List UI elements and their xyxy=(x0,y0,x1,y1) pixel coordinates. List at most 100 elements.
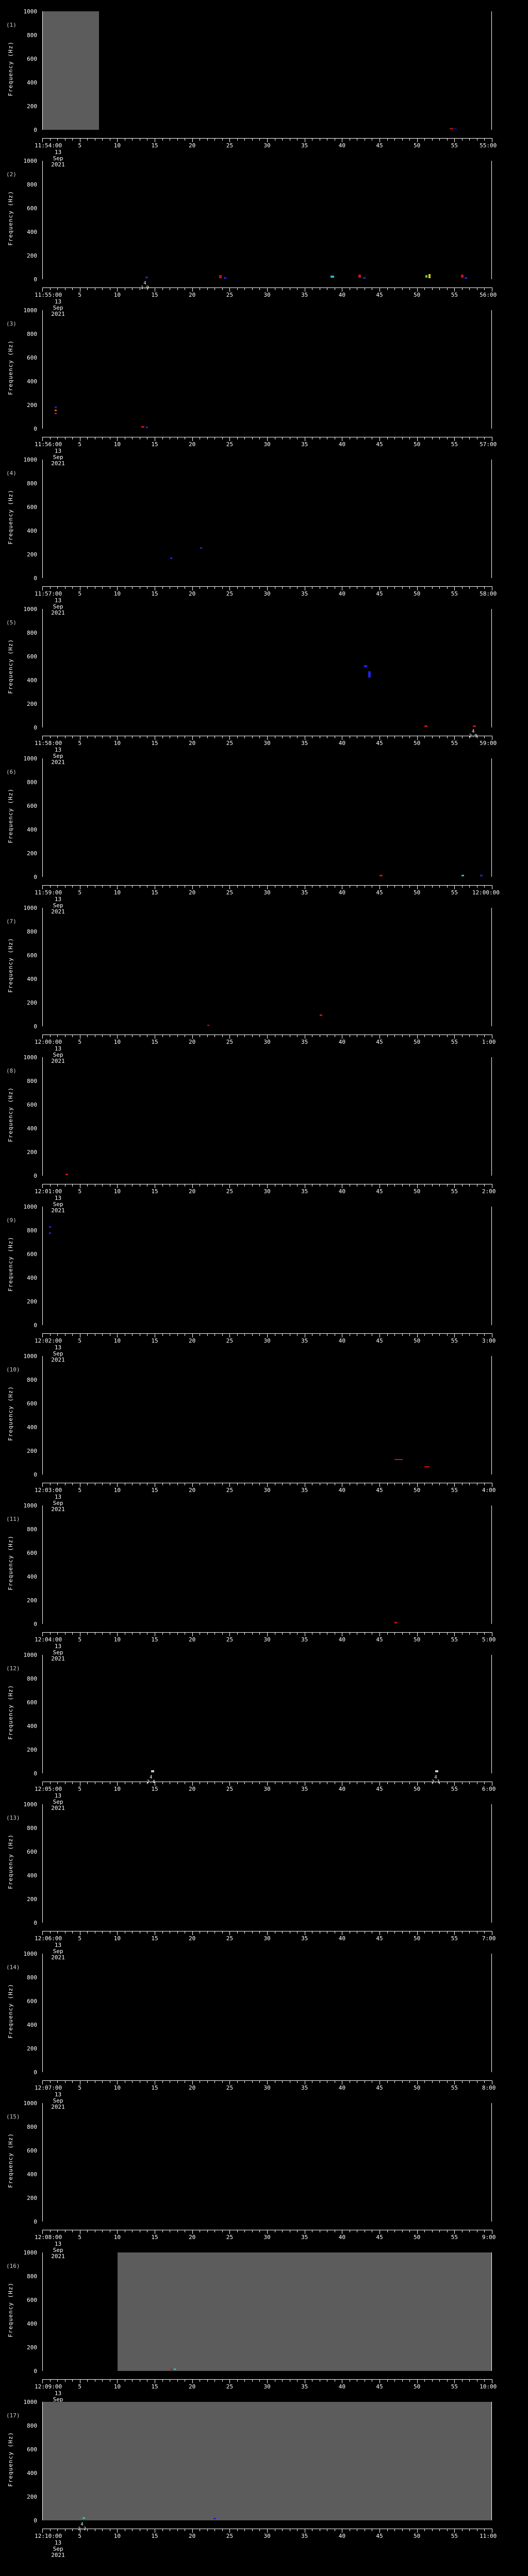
y-tick-right xyxy=(491,1356,492,1357)
x-tick xyxy=(214,2529,216,2531)
y-axis-title: Frequency (Hz) xyxy=(7,2133,14,2188)
y-tick xyxy=(42,782,43,783)
x-tick xyxy=(447,1035,448,1037)
y-tick xyxy=(42,2192,43,2193)
x-tick xyxy=(50,1333,51,1336)
y-tick-right xyxy=(491,2294,492,2295)
date-line: Sep xyxy=(53,1948,63,1955)
y-tick-right xyxy=(491,2103,492,2104)
y-tick-right xyxy=(491,23,492,24)
data-gap-fill xyxy=(43,11,99,130)
y-tick-label: 0 xyxy=(34,1770,37,1777)
x-tick xyxy=(214,437,216,439)
plot-area xyxy=(42,2103,492,2222)
x-tick xyxy=(297,1931,298,1934)
x-tick xyxy=(439,287,440,290)
x-tick xyxy=(402,2230,403,2232)
y-tick-right xyxy=(491,871,492,872)
x-tick-label: 35 xyxy=(301,1188,308,1195)
x-tick xyxy=(50,1184,51,1187)
y-tick xyxy=(42,615,43,616)
x-tick xyxy=(50,586,51,589)
y-tick-right xyxy=(491,1606,492,1607)
y-tick-right xyxy=(491,1057,492,1058)
x-tick xyxy=(461,1035,463,1037)
x-tick xyxy=(57,586,58,589)
x-tick xyxy=(177,736,178,738)
y-tick-label: 600 xyxy=(27,803,37,809)
y-tick-right xyxy=(491,1905,492,1906)
y-tick xyxy=(42,41,43,42)
x-tick-label: 15 xyxy=(151,1188,158,1195)
y-tick xyxy=(42,2408,43,2409)
plot-area xyxy=(42,1804,492,1923)
x-tick xyxy=(447,1333,448,1336)
x-tick xyxy=(177,1483,178,1485)
x-tick xyxy=(252,2379,253,2382)
y-tick-label: 800 xyxy=(27,1526,37,1533)
x-tick xyxy=(87,287,88,290)
x-tick-label: 5 xyxy=(78,1935,81,1942)
x-tick xyxy=(177,1184,178,1187)
x-tick xyxy=(282,1184,283,1187)
x-tick xyxy=(447,1184,448,1187)
date-line: Sep xyxy=(53,902,63,909)
y-tick-label: 1000 xyxy=(23,1353,38,1360)
x-tick xyxy=(297,1632,298,1635)
x-tick xyxy=(424,736,425,738)
x-tick-label: 10 xyxy=(113,1487,121,1494)
x-tick xyxy=(237,1483,238,1485)
y-tick-right xyxy=(491,495,492,496)
y-tick xyxy=(42,1415,43,1416)
y-tick-right xyxy=(491,2180,492,2181)
x-tick-label: 30 xyxy=(263,142,271,149)
x-tick xyxy=(162,1632,163,1635)
x-tick xyxy=(237,1782,238,1784)
x-tick xyxy=(461,736,463,738)
y-tick xyxy=(42,124,43,125)
x-tick xyxy=(394,138,395,141)
x-tick-label: 25 xyxy=(226,2533,233,2539)
x-tick xyxy=(409,2230,410,2232)
date-line: 13 xyxy=(54,1494,62,1500)
x-tick xyxy=(387,885,388,888)
y-tick xyxy=(42,1146,43,1147)
x-tick xyxy=(192,1632,193,1636)
y-tick xyxy=(42,1702,43,1703)
x-tick xyxy=(117,2529,118,2533)
x-tick xyxy=(57,138,58,141)
y-tick-label: 800 xyxy=(27,32,37,39)
x-tick xyxy=(192,437,193,441)
x-tick xyxy=(244,1782,245,1784)
y-tick-right xyxy=(491,340,492,341)
y-tick xyxy=(42,2174,43,2175)
x-tick xyxy=(439,586,440,589)
y-tick-right xyxy=(491,2353,492,2354)
y-tick-right xyxy=(491,214,492,215)
x-tick xyxy=(72,885,73,888)
x-tick xyxy=(42,885,43,889)
x-tick-label-end: 4:00 xyxy=(482,1487,496,1494)
y-tick-label: 800 xyxy=(27,1227,37,1234)
date-line: 13 xyxy=(54,2539,62,2546)
y-tick xyxy=(42,841,43,842)
x-tick xyxy=(207,2230,208,2232)
x-tick xyxy=(72,2230,73,2232)
x-tick xyxy=(454,138,455,142)
x-tick xyxy=(461,2230,463,2232)
x-tick-label: 20 xyxy=(189,1188,196,1195)
x-tick-label: 45 xyxy=(376,292,383,298)
y-tick-label: 600 xyxy=(27,653,37,660)
detection-mark xyxy=(368,671,371,678)
panel-number: (15) xyxy=(6,2113,20,2120)
y-tick-right xyxy=(491,931,492,932)
x-tick xyxy=(57,2230,58,2232)
x-tick-label-start: 11:54:00 xyxy=(35,142,62,149)
x-tick xyxy=(57,885,58,888)
x-tick xyxy=(402,1632,403,1635)
x-tick xyxy=(192,138,193,142)
x-tick xyxy=(387,1931,388,1934)
y-tick-right xyxy=(491,2359,492,2360)
x-tick xyxy=(177,2529,178,2531)
x-tick-label: 40 xyxy=(338,2234,345,2241)
